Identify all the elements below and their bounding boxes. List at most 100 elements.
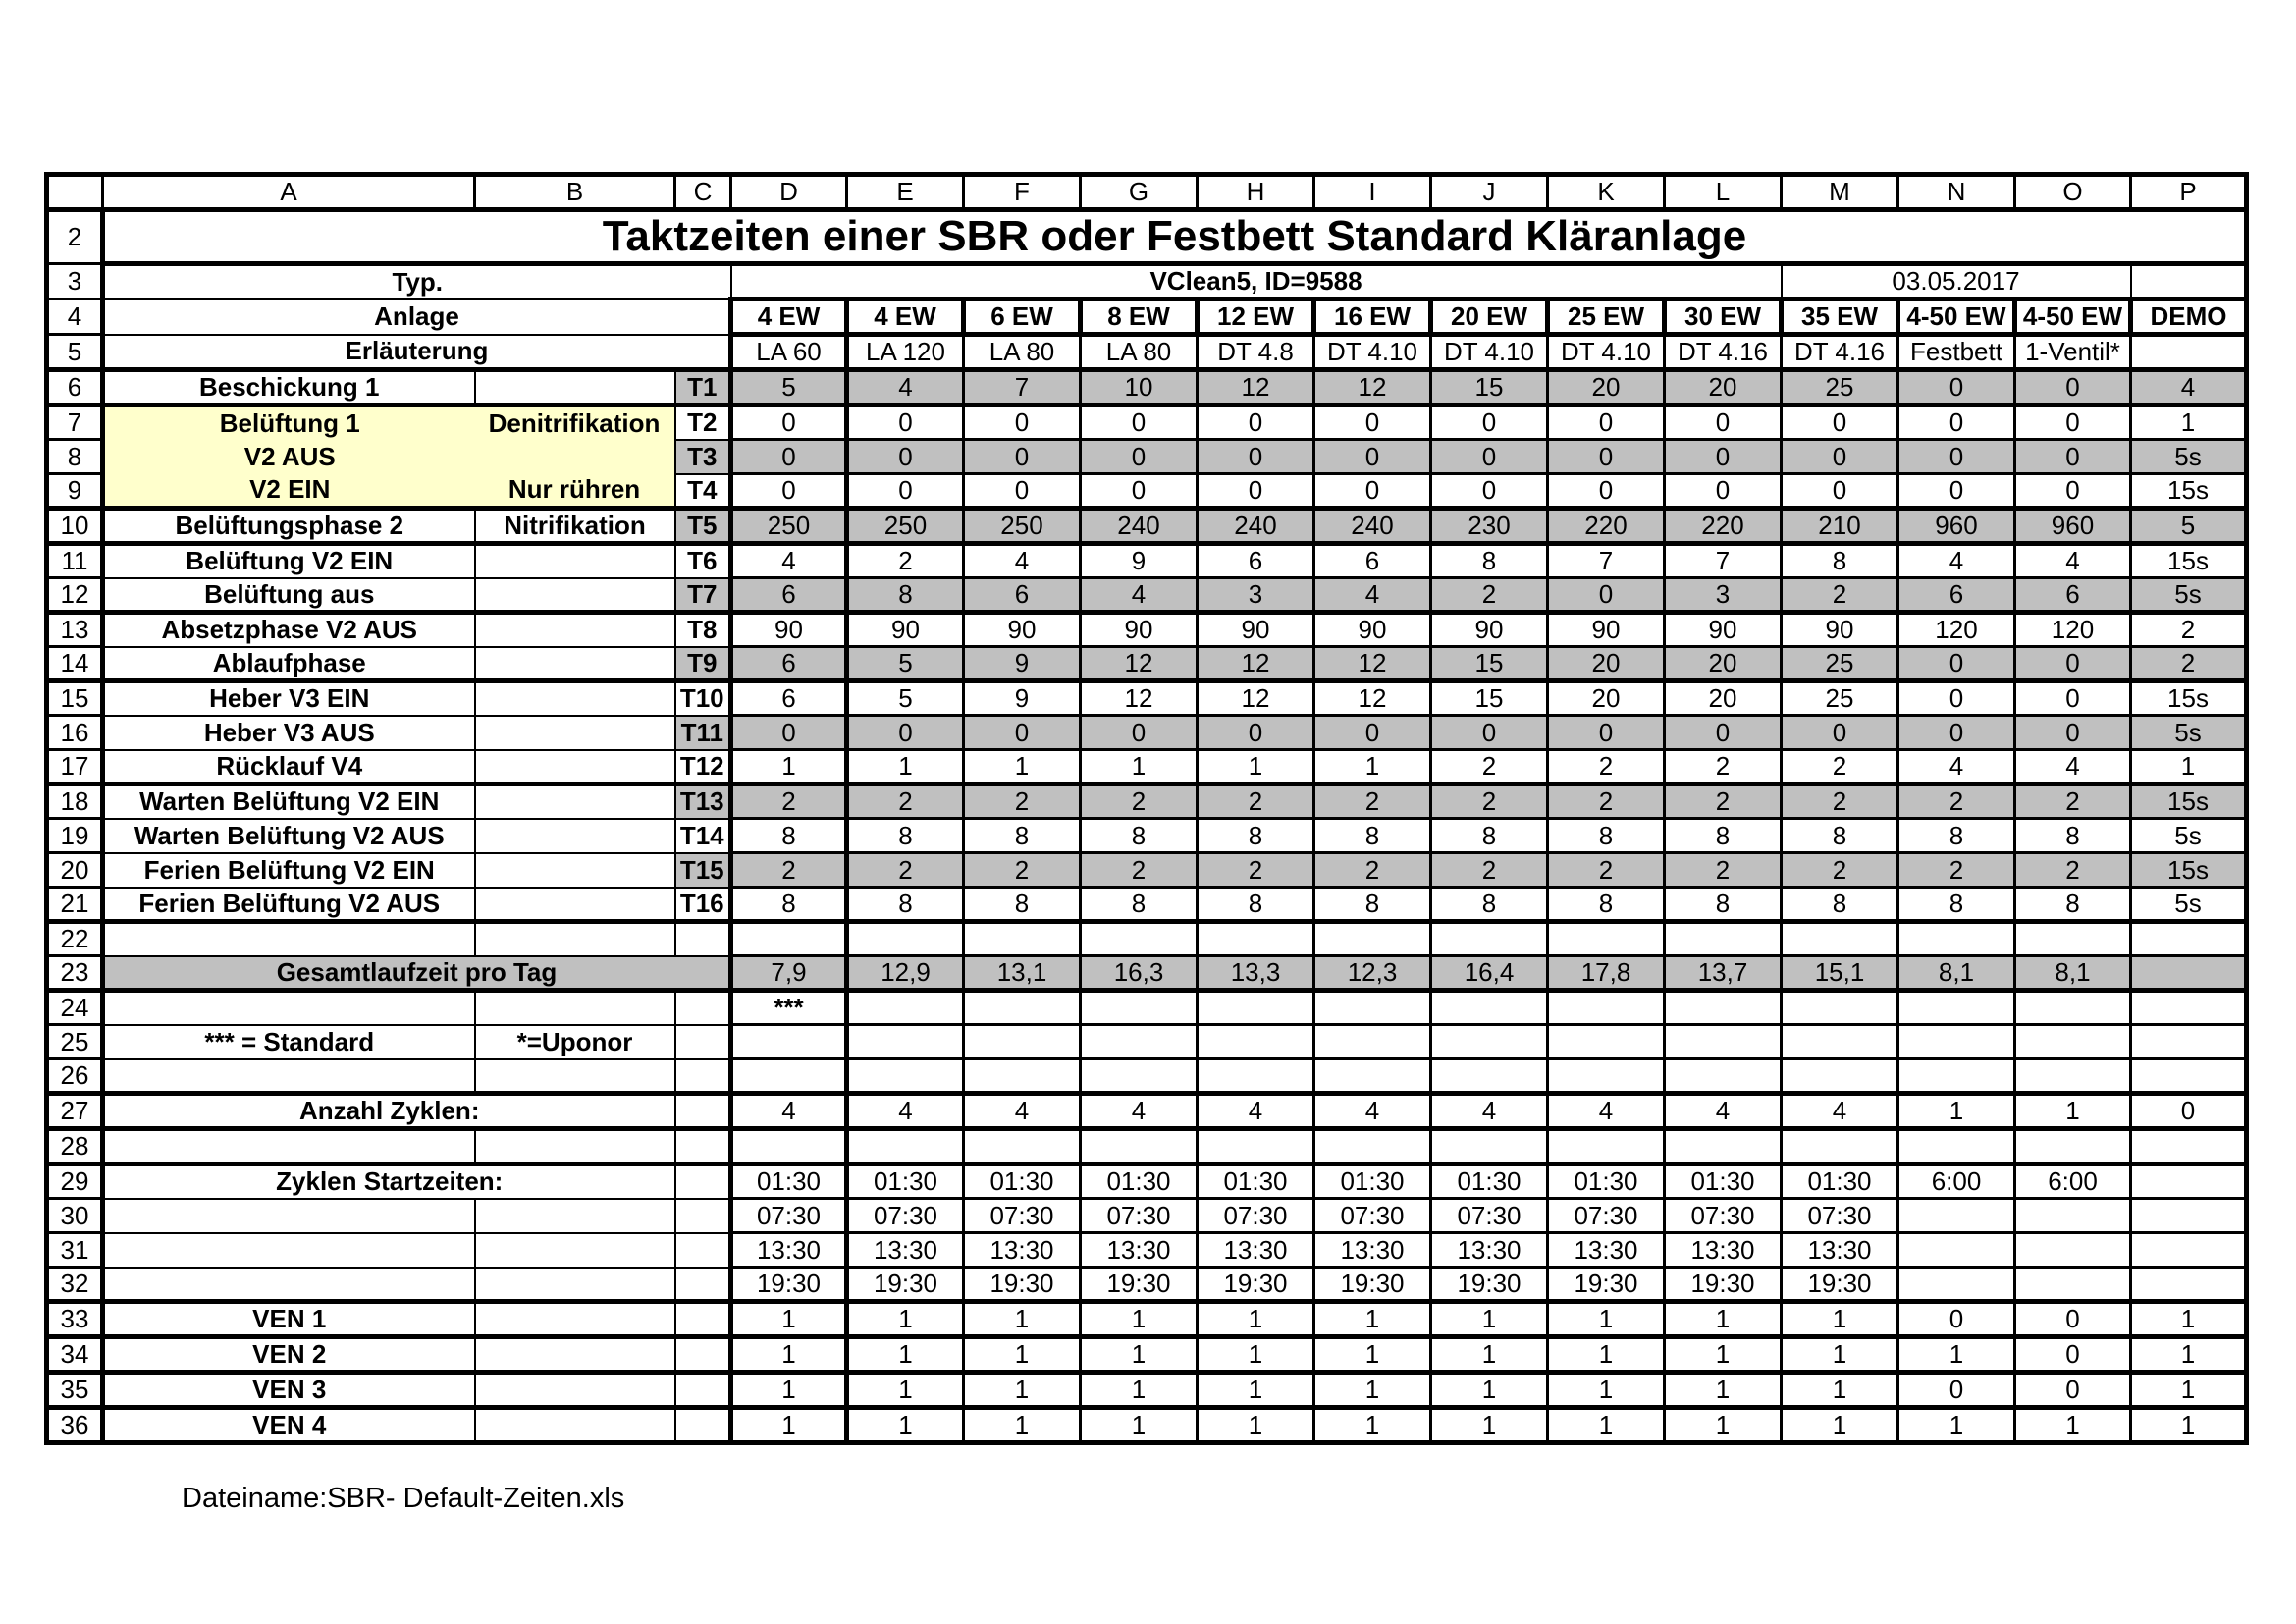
- cell-L10: 220: [1663, 507, 1783, 546]
- cell-O19: 8: [2013, 817, 2132, 854]
- cell-I18: 2: [1312, 783, 1432, 820]
- anlage-O: 4-50 EW: [2012, 297, 2133, 337]
- cell-F12: 6: [962, 576, 1082, 615]
- cell-I31: 13:30: [1312, 1231, 1432, 1269]
- cell-I13: 90: [1312, 611, 1432, 648]
- cell-P31: [2129, 1231, 2248, 1269]
- cell-G24: [1079, 989, 1199, 1026]
- cell-L31: 13:30: [1663, 1231, 1783, 1269]
- cell-J33: 1: [1429, 1300, 1549, 1339]
- phase-note-T2: Denitrifikation: [474, 404, 676, 440]
- cell-I7: 0: [1312, 404, 1432, 441]
- cell-M28: [1780, 1127, 1899, 1166]
- anlage-P: DEMO: [2128, 297, 2249, 337]
- cell-K12: 0: [1546, 576, 1666, 615]
- cell-A22: [101, 920, 476, 957]
- cell-I34: 1: [1312, 1335, 1432, 1375]
- cell-P26: [2129, 1057, 2248, 1096]
- cell-D9: 0: [728, 472, 849, 511]
- cell-J21: 8: [1429, 886, 1549, 924]
- cell-G27: 4: [1079, 1092, 1199, 1131]
- row-number-7: 7: [45, 404, 105, 441]
- erlaeuterung-D: LA 60: [728, 333, 849, 372]
- cell-F6: 7: [962, 368, 1082, 407]
- cell-O10: 960: [2013, 507, 2132, 546]
- cell-I22: [1312, 920, 1432, 957]
- cell-D21: 8: [728, 886, 849, 924]
- col-header-B: B: [473, 173, 676, 212]
- cell-L36: 1: [1663, 1406, 1783, 1444]
- col-header-K: K: [1546, 173, 1666, 212]
- row-number-34: 34: [45, 1335, 105, 1375]
- cell-E16: 0: [845, 714, 965, 751]
- t-label-T14: T14: [673, 817, 732, 854]
- t-label-T12: T12: [673, 748, 732, 786]
- cell-E19: 8: [845, 817, 965, 854]
- phase-label-T9: Ablaufphase: [101, 645, 476, 683]
- cell-C35: [673, 1371, 732, 1410]
- phase-label-T14: Warten Belüftung V2 AUS: [101, 817, 476, 854]
- anlage-K: 25 EW: [1545, 297, 1667, 337]
- t-label-T15: T15: [673, 851, 732, 889]
- cell-L15: 20: [1663, 679, 1783, 717]
- cell-I29: 01:30: [1312, 1163, 1432, 1200]
- cell-F13: 90: [962, 611, 1082, 648]
- cell-I33: 1: [1312, 1300, 1432, 1339]
- cell-L28: [1663, 1127, 1783, 1166]
- row-number-12: 12: [45, 576, 105, 615]
- cell-M32: 19:30: [1780, 1266, 1899, 1304]
- phase-note-T3: [474, 439, 676, 474]
- cell-N7: 0: [1896, 404, 2016, 441]
- cell-P33: 1: [2129, 1300, 2248, 1339]
- corner-cell: [45, 173, 104, 212]
- row-number-28: 28: [45, 1127, 105, 1166]
- cell-D22: [728, 920, 849, 957]
- cell-B32: [473, 1266, 676, 1304]
- t-label-T13: T13: [673, 783, 732, 820]
- erlaeuterung-F: LA 80: [962, 333, 1082, 372]
- cell-O24: [2013, 989, 2132, 1026]
- cell-J26: [1429, 1057, 1549, 1096]
- cell-I30: 07:30: [1312, 1197, 1432, 1234]
- cell-P32: [2129, 1266, 2248, 1304]
- cell-M33: 1: [1780, 1300, 1899, 1339]
- cell-F25: [962, 1023, 1082, 1060]
- cell-H27: 4: [1196, 1092, 1315, 1131]
- cell-K22: [1546, 920, 1666, 957]
- cell-L21: 8: [1663, 886, 1783, 924]
- cell-O30: [2013, 1197, 2132, 1234]
- cell-G32: 19:30: [1079, 1266, 1199, 1304]
- cell-D31: 13:30: [728, 1231, 849, 1269]
- cell-G25: [1079, 1023, 1199, 1060]
- cell-J35: 1: [1429, 1371, 1549, 1410]
- cell-P23: [2129, 954, 2248, 993]
- t-label-T16: T16: [673, 886, 732, 924]
- cell-C24: [673, 989, 732, 1026]
- cell-M30: 07:30: [1780, 1197, 1899, 1234]
- cell-J19: 8: [1429, 817, 1549, 854]
- col-header-O: O: [2013, 173, 2132, 212]
- phase-label-T15: Ferien Belüftung V2 EIN: [101, 851, 476, 889]
- cell-P36: 1: [2129, 1406, 2248, 1444]
- cell-B35: [473, 1371, 676, 1410]
- cell-G20: 2: [1079, 851, 1199, 889]
- cell-M27: 4: [1780, 1092, 1899, 1131]
- cell-N33: 0: [1896, 1300, 2016, 1339]
- cell-D15: 6: [728, 679, 849, 717]
- cell-B24: [473, 989, 676, 1026]
- cell-O32: [2013, 1266, 2132, 1304]
- cell-O35: 0: [2013, 1371, 2132, 1410]
- phase-label-T10: Heber V3 EIN: [101, 679, 476, 717]
- anlage-L: 30 EW: [1662, 297, 1784, 337]
- cell-D11: 4: [728, 542, 849, 579]
- row-number-18: 18: [45, 783, 105, 820]
- cell-C29: [673, 1163, 732, 1200]
- cell-H12: 3: [1196, 576, 1315, 615]
- col-header-I: I: [1312, 173, 1432, 212]
- cell-D23: 7,9: [728, 954, 849, 993]
- ven-label-4: VEN 4: [101, 1406, 476, 1444]
- cell-F18: 2: [962, 783, 1082, 820]
- cell-L32: 19:30: [1663, 1266, 1783, 1304]
- cell-P3: [2129, 262, 2248, 300]
- col-header-E: E: [845, 173, 965, 212]
